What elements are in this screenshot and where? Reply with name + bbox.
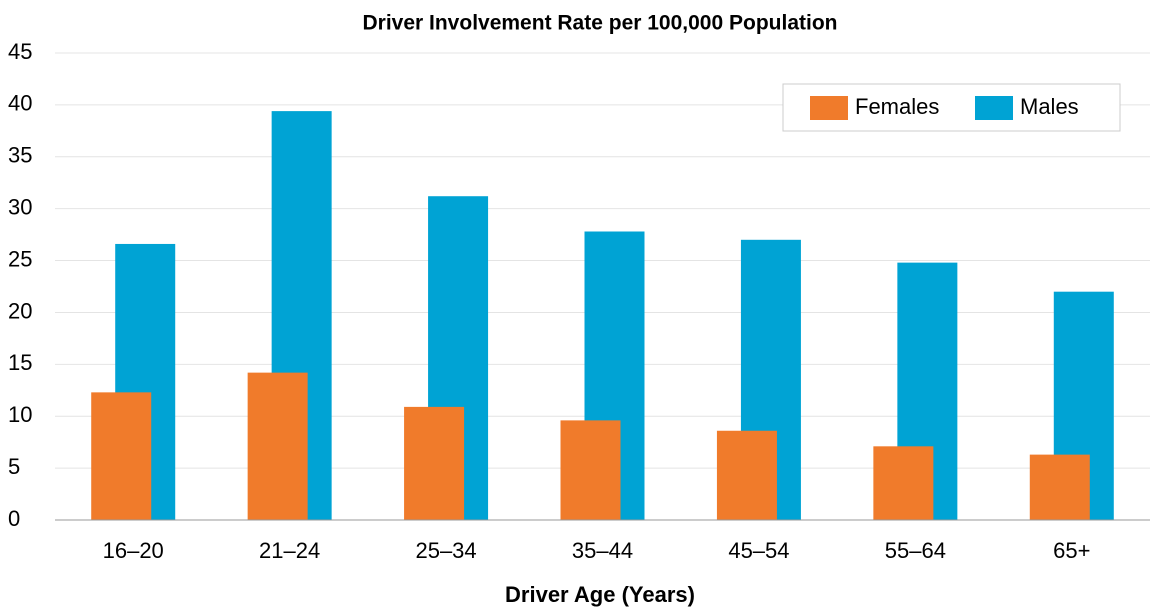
- x-tick-label: 35–44: [572, 538, 633, 563]
- y-tick-label: 25: [8, 246, 32, 271]
- x-tick-label: 65+: [1053, 538, 1090, 563]
- bar: [91, 392, 152, 520]
- y-tick-label: 45: [8, 39, 32, 64]
- x-tick-label: 45–54: [728, 538, 789, 563]
- x-tick-label: 25–34: [415, 538, 476, 563]
- y-tick-label: 35: [8, 143, 32, 168]
- bar: [1029, 454, 1090, 520]
- y-tick-label: 10: [8, 402, 32, 427]
- y-tick-label: 5: [8, 454, 20, 479]
- y-tick-label: 15: [8, 350, 32, 375]
- chart-title: Driver Involvement Rate per 100,000 Popu…: [362, 12, 837, 35]
- bar: [716, 430, 777, 520]
- x-tick-label: 55–64: [885, 538, 946, 563]
- bar: [404, 406, 465, 520]
- x-tick-label: 16–20: [103, 538, 164, 563]
- y-tick-label: 20: [8, 298, 32, 323]
- bar: [560, 420, 621, 520]
- bar: [247, 372, 308, 520]
- y-tick-label: 0: [8, 506, 20, 531]
- legend-label: Females: [855, 94, 939, 119]
- x-axis-title: Driver Age (Years): [505, 582, 695, 607]
- y-tick-label: 40: [8, 91, 32, 116]
- legend-swatch: [810, 96, 848, 120]
- x-tick-label: 21–24: [259, 538, 320, 563]
- y-tick-label: 30: [8, 194, 32, 219]
- bar: [873, 446, 934, 520]
- legend-label: Males: [1020, 94, 1079, 119]
- legend-swatch: [975, 96, 1013, 120]
